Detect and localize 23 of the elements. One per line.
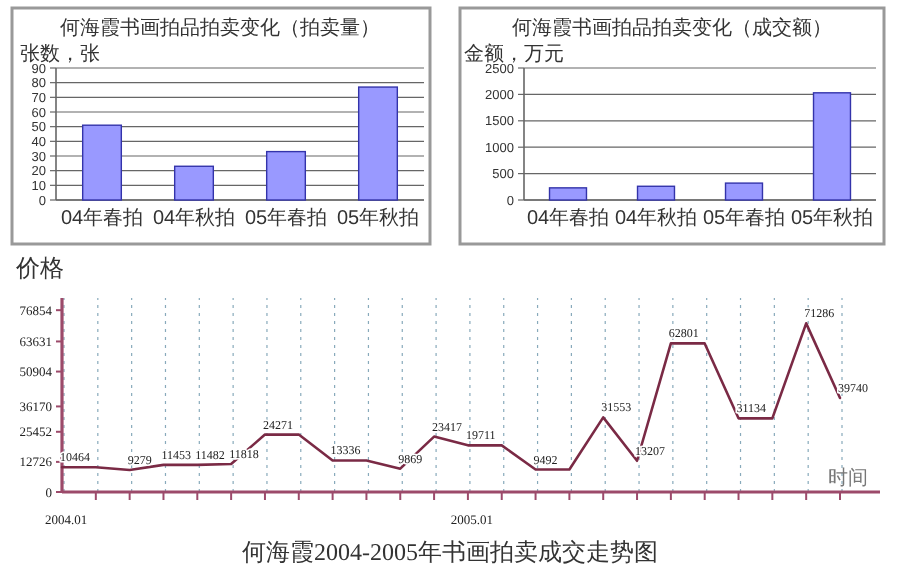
x-tick-label: 05年春拍	[702, 206, 786, 230]
bar	[812, 92, 852, 201]
bar	[173, 165, 215, 201]
x-tick-label: 04年春拍	[60, 206, 144, 230]
x-tick-label: 05年春拍	[244, 206, 328, 230]
bar	[636, 185, 676, 201]
chart-title: 何海霞书画拍品拍卖变化（成交额）	[512, 16, 832, 40]
y-axis-title: 金额，万元	[464, 42, 564, 66]
x-tick-label: 04年秋拍	[614, 206, 698, 230]
x-axis-title: 时间	[828, 466, 868, 490]
bar	[265, 150, 307, 201]
y-axis-title: 价格	[14, 254, 64, 282]
x-tick-label: 05年秋拍	[790, 206, 874, 230]
text: 何海霞2004-2005年书画拍卖成交走势图	[242, 538, 658, 566]
bar	[724, 182, 764, 201]
bar	[548, 187, 588, 201]
x-tick-label: 04年春拍	[526, 206, 610, 230]
x-tick-label: 05年秋拍	[336, 206, 420, 230]
chart-title: 何海霞书画拍品拍卖变化（拍卖量）	[60, 16, 380, 40]
x-tick-label: 04年秋拍	[152, 206, 236, 230]
y-axis-title: 张数，张	[20, 42, 100, 66]
bar	[357, 86, 399, 201]
bar	[81, 124, 123, 201]
